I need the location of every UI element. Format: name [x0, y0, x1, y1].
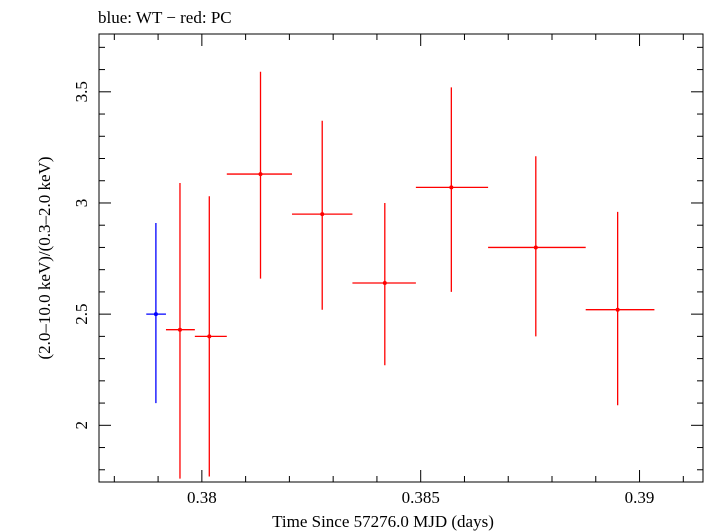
data-point-pc	[415, 87, 489, 292]
x-axis-label: Time Since 57276.0 MJD (days)	[272, 512, 494, 531]
y-tick-label: 3.5	[72, 81, 91, 102]
x-tick-label: 0.39	[625, 488, 655, 507]
point-marker	[382, 281, 387, 286]
point-marker	[615, 307, 620, 312]
plot-frame	[98, 33, 704, 483]
y-tick-label: 3	[72, 199, 91, 208]
point-marker	[258, 172, 263, 177]
point-marker	[177, 327, 182, 332]
point-marker	[533, 245, 538, 250]
y-axis-label: (2.0–10.0 keV)/(0.3–2.0 keV)	[35, 156, 54, 359]
point-marker	[320, 212, 325, 217]
data-point-pc	[292, 120, 353, 310]
data-point-pc	[165, 182, 195, 479]
y-tick-labels: 2 2.5 3 3.5	[72, 81, 91, 429]
data-point-pc	[488, 156, 586, 337]
data-point-pc	[194, 196, 227, 477]
data-point-wt	[146, 222, 166, 404]
y-tick-label: 2.5	[72, 304, 91, 325]
data-point-pc	[352, 202, 416, 366]
point-marker	[449, 185, 454, 190]
x-tick-labels: 0.38 0.385 0.39	[187, 488, 654, 507]
data-point-pc	[585, 211, 655, 406]
axis-ticks	[99, 34, 703, 482]
x-tick-label: 0.385	[402, 488, 440, 507]
data-points	[146, 71, 655, 479]
x-tick-label: 0.38	[187, 488, 217, 507]
point-marker	[207, 334, 212, 339]
point-marker	[153, 312, 158, 317]
data-point-pc	[226, 71, 293, 279]
chart-title: blue: WT − red: PC	[98, 8, 232, 27]
y-tick-label: 2	[72, 421, 91, 430]
